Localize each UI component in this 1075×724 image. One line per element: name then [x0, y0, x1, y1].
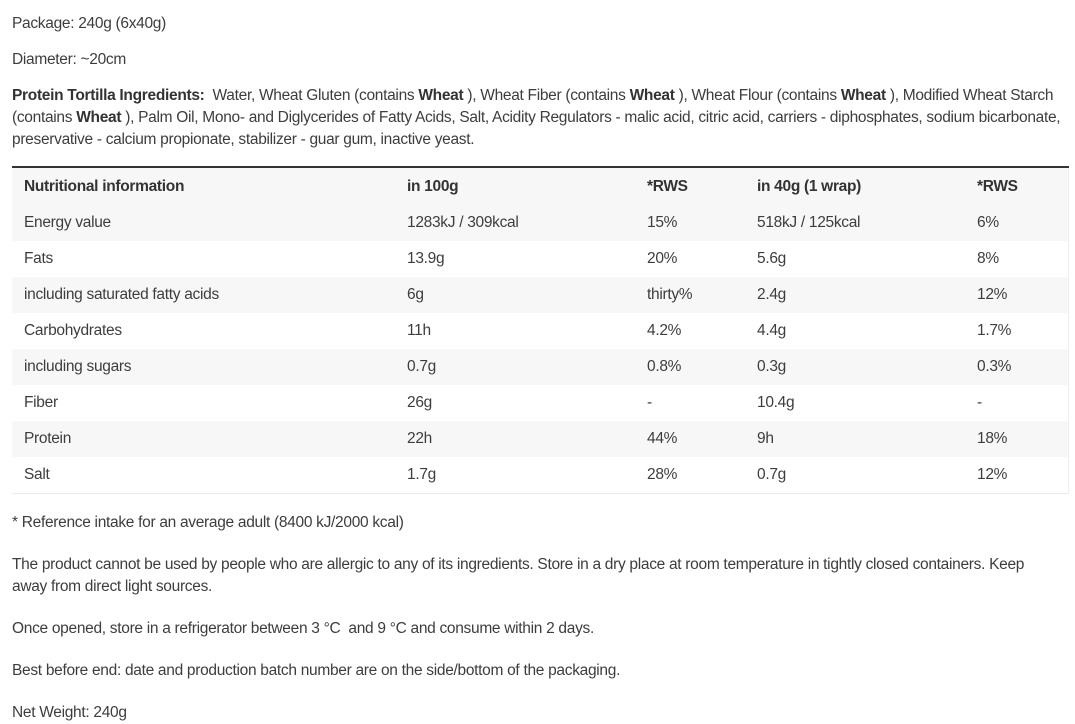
ingredients-label: Protein Tortilla Ingredients:: [12, 87, 205, 104]
header-nutritional-information: Nutritional information: [24, 177, 185, 195]
table-cell: 0.7g: [407, 358, 436, 375]
table-cell: 0.8%: [647, 358, 682, 375]
table-row-protein: Protein 22h 44% 9h 18%: [12, 421, 1068, 457]
table-cell: 6g: [407, 286, 424, 303]
net-weight-line: Net Weight: 240g: [12, 703, 127, 721]
table-cell: -: [977, 394, 982, 411]
table-row-energy: Energy value 1283kJ / 309kcal 15% 518kJ …: [12, 205, 1068, 241]
table-cell: -: [647, 394, 652, 411]
table-cell: 20%: [647, 250, 678, 267]
table-header-row: Nutritional information in 100g *RWS in …: [12, 167, 1068, 205]
table-cell: 1.7g: [407, 465, 436, 483]
table-cell: 2.4g: [757, 286, 786, 303]
table-cell: 4.2%: [647, 322, 682, 339]
nutrition-table: Nutritional information in 100g *RWS in …: [12, 166, 1069, 494]
table-cell: thirty%: [647, 286, 693, 303]
diameter-line: Diameter: ~20cm: [12, 51, 126, 68]
table-cell: including sugars: [24, 358, 132, 375]
table-cell: 5.6g: [757, 250, 786, 267]
table-cell: 13.9g: [407, 250, 445, 267]
table-cell: Carbohydrates: [24, 322, 122, 339]
table-cell: 12%: [977, 465, 1008, 483]
reference-intake-note: * Reference intake for an average adult …: [12, 513, 404, 531]
table-cell: Fats: [24, 250, 53, 267]
table-row-sugars: including sugars 0.7g 0.8% 0.3g 0.3%: [12, 349, 1068, 385]
ingredients-text: ), Wheat Fiber (contains: [463, 87, 630, 104]
allergen-wheat: Wheat: [840, 87, 886, 104]
ingredients-text: ), Modified Wheat Starch (contains: [12, 87, 1058, 126]
header-rws-40g: *RWS: [977, 177, 1018, 195]
table-cell: 15%: [647, 214, 678, 231]
ingredients-paragraph: Protein Tortilla Ingredients: Water, Whe…: [12, 85, 1063, 151]
table-cell: 4.4g: [757, 322, 786, 339]
header-in-100g: in 100g: [407, 177, 459, 195]
refrigeration-note: Once opened, store in a refrigerator bet…: [12, 619, 594, 637]
table-cell: 0.3%: [977, 358, 1012, 375]
table-cell: 0.3g: [757, 358, 786, 375]
best-before-note: Best before end: date and production bat…: [12, 661, 621, 679]
table-row-fiber: Fiber 26g - 10.4g -: [12, 385, 1068, 421]
allergy-storage-note: The product cannot be used by people who…: [12, 555, 1029, 595]
ingredients-text: ), Wheat Flour (contains: [674, 87, 841, 104]
allergen-wheat: Wheat: [418, 87, 464, 104]
table-cell: 44%: [647, 430, 678, 447]
table-cell: including saturated fatty acids: [24, 286, 219, 303]
table-cell: 0.7g: [757, 465, 786, 483]
allergen-wheat: Wheat: [629, 87, 675, 104]
table-cell: Fiber: [24, 394, 58, 411]
table-cell: 10.4g: [757, 394, 795, 411]
ingredients-text: Water, Wheat Gluten (contains: [204, 87, 419, 104]
header-rws-100g: *RWS: [647, 177, 688, 195]
table-cell: 6%: [977, 214, 999, 231]
package-line: Package: 240g (6x40g): [12, 15, 166, 32]
table-cell: 26g: [407, 394, 432, 411]
table-row-carbohydrates: Carbohydrates 11h 4.2% 4.4g 1.7%: [12, 313, 1068, 349]
table-cell: 18%: [977, 430, 1008, 447]
table-cell: Protein: [24, 430, 72, 447]
table-cell: 1.7%: [977, 322, 1012, 339]
table-cell: 12%: [977, 286, 1008, 303]
table-cell: 22h: [407, 430, 432, 447]
table-cell: 28%: [647, 465, 678, 483]
table-cell: 11h: [407, 322, 431, 339]
table-cell: Salt: [24, 465, 50, 483]
table-row-saturated-fats: including saturated fatty acids 6g thirt…: [12, 277, 1068, 313]
table-row-fats: Fats 13.9g 20% 5.6g 8%: [12, 241, 1068, 277]
allergen-wheat: Wheat: [76, 109, 122, 126]
table-row-salt: Salt 1.7g 28% 0.7g 12%: [12, 457, 1068, 493]
table-cell: 9h: [757, 430, 774, 447]
table-cell: 8%: [977, 250, 999, 267]
ingredients-text: ), Palm Oil, Mono- and Diglycerides of F…: [12, 109, 1065, 148]
table-cell: 518kJ / 125kcal: [757, 214, 861, 231]
table-cell: 1283kJ / 309kcal: [407, 214, 519, 231]
header-in-40g: in 40g (1 wrap): [757, 177, 862, 195]
table-cell: Energy value: [24, 214, 111, 231]
